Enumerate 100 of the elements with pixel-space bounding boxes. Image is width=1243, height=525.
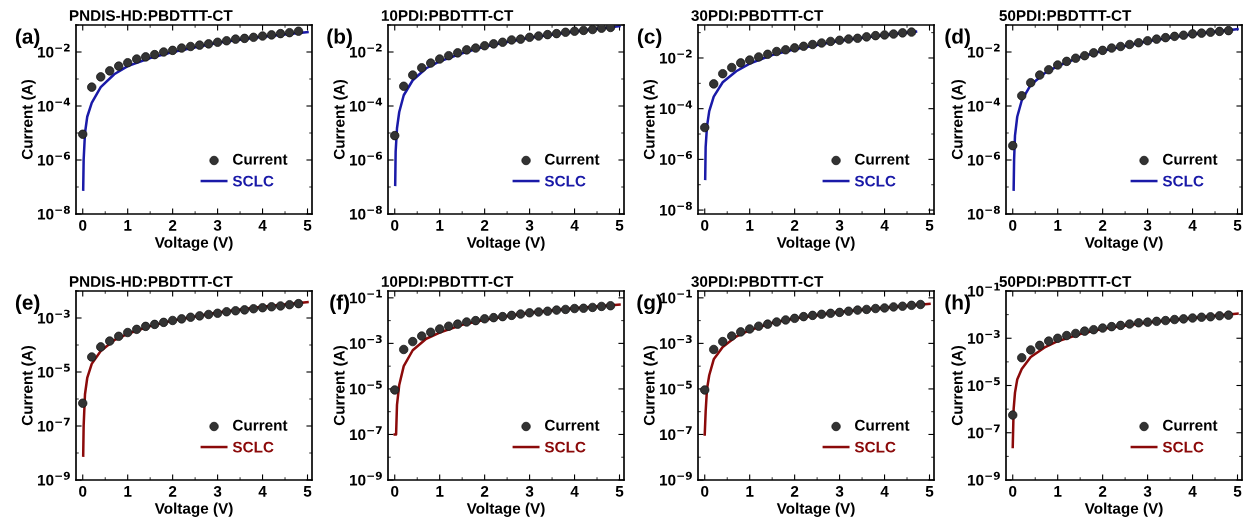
chart-title: 50PDI:PBDTTT-CT (999, 276, 1132, 287)
legend-label: Current (855, 419, 910, 431)
x-tick-label: 4 (1188, 486, 1197, 497)
y-axis-title: Current (A) (643, 79, 658, 160)
y-tick-label: 10$^{−5}$ (660, 380, 692, 395)
x-tick-label: 4 (880, 220, 889, 231)
line-series (81, 300, 309, 457)
legend-label: Current (855, 153, 910, 165)
y-tick-label: 10$^{−1}$ (968, 282, 1000, 297)
y-tick-label: 10$^{−4}$ (350, 97, 383, 112)
x-axis-title: Voltage (V) (154, 502, 233, 517)
x-tick-label: 1 (1054, 486, 1062, 497)
chart-title: PNDIS-HD:PBDTTT-CT (69, 276, 233, 287)
y-axis-title: Current (A) (643, 345, 658, 426)
x-tick-label: 0 (391, 485, 399, 497)
legend-label: SCLC (544, 441, 586, 453)
x-tick-label: 2 (790, 219, 799, 231)
text: (e) (15, 294, 40, 314)
chart-title: 10PDI:PBDTTT-CT (381, 276, 514, 287)
chart-title: 30PDI:PBDTTT-CT (691, 10, 824, 22)
x-tick-label: 3 (1143, 219, 1152, 231)
y-tick-label: 10$^{−8}$ (350, 205, 382, 220)
x-tick-label: 2 (1098, 219, 1107, 231)
y-tick-label: 10$^{−8}$ (968, 205, 1000, 220)
x-tick-label: 5 (925, 220, 934, 231)
x-tick-label: 2 (1098, 485, 1107, 497)
y-tick-label: 10$^{−8}$ (660, 201, 692, 216)
chart-title: 10PDI:PBDTTT-CT (381, 10, 514, 21)
y-tick-label: 10$^{−1}$ (350, 289, 382, 304)
x-axis-title: Voltage (V) (1084, 236, 1163, 251)
legend-label: SCLC (1162, 175, 1204, 187)
x-tick-label: 2 (168, 219, 177, 231)
chart-title: 30PDI:PBDTTT-CT (691, 276, 824, 288)
x-tick-label: 5 (1233, 486, 1242, 497)
x-tick-label: 4 (258, 220, 267, 231)
y-axis-title: Current (A) (951, 79, 966, 160)
x-tick-label: 3 (525, 485, 534, 497)
legend-label: Current (1163, 419, 1218, 431)
y-tick-label: 10$^{−8}$ (38, 205, 70, 220)
legend-label: Current (233, 419, 288, 431)
text: (h) (945, 294, 970, 314)
text: (c) (637, 28, 662, 48)
y-tick-label: 10$^{−1}$ (660, 289, 692, 304)
x-axis-title: Voltage (V) (1084, 502, 1163, 517)
x-tick-label: 5 (615, 486, 624, 497)
x-tick-label: 1 (436, 220, 444, 231)
x-tick-label: 0 (391, 219, 399, 231)
y-tick-label: 10$^{−2}$ (350, 43, 382, 58)
x-tick-label: 5 (1233, 220, 1242, 231)
x-tick-label: 3 (213, 219, 222, 231)
y-tick-label: 10$^{−7}$ (968, 424, 1000, 439)
y-tick-label: 10$^{−9}$ (968, 471, 1000, 486)
y-tick-label: 10$^{−2}$ (38, 43, 70, 58)
y-tick-label: 10$^{−7}$ (350, 426, 382, 441)
legend-label: Current (1163, 153, 1218, 165)
text: (f) (330, 294, 349, 314)
y-tick-label: 10$^{−3}$ (660, 335, 692, 349)
x-tick-label: 2 (168, 485, 177, 497)
y-axis-title: Current (A) (333, 345, 348, 426)
chart-title: PNDIS-HD:PBDTTT-CT (69, 10, 233, 21)
y-tick-label: 10$^{−4}$ (968, 97, 1001, 112)
x-tick-label: 5 (303, 486, 312, 497)
x-tick-label: 1 (1054, 220, 1062, 231)
text: (a) (15, 28, 40, 48)
line-series (1012, 27, 1239, 191)
x-axis-title: Voltage (V) (776, 502, 855, 517)
x-tick-label: 1 (746, 486, 754, 497)
y-tick-label: 10$^{−9}$ (350, 471, 382, 486)
x-tick-label: 2 (480, 485, 489, 497)
x-tick-label: 4 (570, 220, 579, 231)
chart-title: 50PDI:PBDTTT-CT (999, 10, 1132, 21)
y-tick-label: 10$^{−3}$ (38, 309, 70, 324)
y-tick-label: 10$^{−5}$ (350, 380, 382, 395)
y-axis-title: Current (A) (21, 345, 36, 426)
x-tick-label: 0 (701, 219, 709, 231)
y-tick-label: 10$^{−4}$ (660, 100, 693, 115)
legend-label: Current (545, 153, 600, 165)
x-axis-title: Voltage (V) (154, 236, 233, 251)
legend-label: SCLC (232, 441, 274, 453)
y-tick-label: 10$^{−9}$ (660, 471, 692, 486)
x-tick-label: 4 (570, 486, 579, 497)
x-tick-label: 4 (1188, 220, 1197, 231)
text: (g) (637, 294, 662, 314)
y-tick-label: 10$^{−5}$ (968, 377, 1000, 392)
legend-label: SCLC (232, 175, 274, 187)
legend-label: Current (233, 153, 288, 165)
y-axis-title: Current (A) (333, 79, 348, 160)
x-tick-label: 1 (124, 220, 132, 231)
y-tick-label: 10$^{−6}$ (38, 151, 71, 166)
y-tick-label: 10$^{−2}$ (968, 43, 1000, 58)
legend-label: SCLC (854, 175, 896, 187)
x-tick-label: 1 (746, 220, 754, 231)
x-tick-label: 3 (213, 485, 222, 497)
y-tick-label: 10$^{−7}$ (660, 426, 692, 441)
x-tick-label: 0 (1009, 485, 1017, 497)
x-tick-label: 1 (124, 486, 132, 497)
x-tick-label: 3 (835, 485, 844, 497)
y-tick-label: 10$^{−6}$ (968, 151, 1001, 166)
x-tick-label: 5 (303, 220, 312, 231)
legend-label: SCLC (854, 441, 896, 453)
